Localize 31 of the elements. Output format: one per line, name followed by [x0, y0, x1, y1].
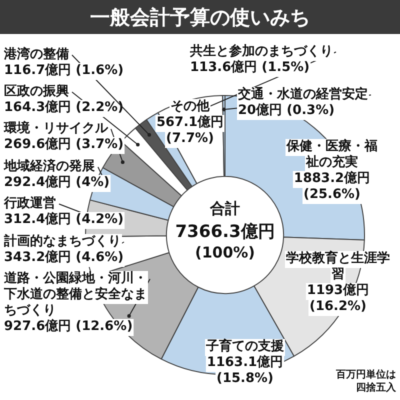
- data-label: 164.3億円 (2.2%): [4, 98, 124, 115]
- data-label: 292.4億円 (4%): [4, 174, 110, 190]
- data-label: 343.2億円 (4.6%): [4, 248, 124, 265]
- slice-label: 交通・水道の経営安定: [237, 86, 368, 102]
- slice-label: その他: [170, 98, 210, 114]
- slice-label: 計画的なまちづくり: [3, 232, 121, 249]
- data-label: 312.4億円 (4.2%): [4, 210, 124, 227]
- slice-label: 行政運営: [3, 194, 56, 211]
- text: 合計: [209, 199, 240, 218]
- text: (100%): [194, 243, 256, 262]
- data-label: 20億円 (0.3%): [238, 102, 335, 118]
- slice-label: 保健・医療・福祉の充実: [286, 138, 378, 170]
- slice-label: 港湾の整備: [3, 46, 69, 62]
- slice-label: 学校教育と生涯学習: [286, 250, 390, 282]
- text: 百万円単位は四捨五入: [335, 368, 397, 394]
- slice-label: 環境・リサイクル: [3, 120, 109, 136]
- data-label: 1193億円 (16.2%): [306, 282, 370, 314]
- slice-label: 子育ての支援: [205, 338, 284, 354]
- data-label: 927.6億円 (12.6%): [4, 318, 133, 334]
- slice-label: 区政の振興: [4, 84, 69, 99]
- data-label: 269.6億円 (3.7%): [4, 136, 124, 152]
- data-label: 1163.1億円 (15.8%): [206, 354, 284, 386]
- data-label: 1883.2億円 (25.6%): [294, 170, 370, 202]
- chart-title: 一般会計予算の使いみち: [0, 0, 400, 34]
- data-label: 113.6億円 (1.5%): [190, 58, 310, 75]
- slice-label: 道路・公園緑地・河川・下水道の整備と安全なまちづくり: [3, 270, 147, 318]
- text: 7366.3億円: [175, 222, 275, 242]
- slice-label: 地域経済の発展: [3, 158, 95, 174]
- slice-label: 共生と参加のまちづくり: [189, 42, 333, 59]
- data-label: 567.1億円 (7.7%): [156, 114, 224, 146]
- data-label: 116.7億円 (1.6%): [4, 62, 124, 78]
